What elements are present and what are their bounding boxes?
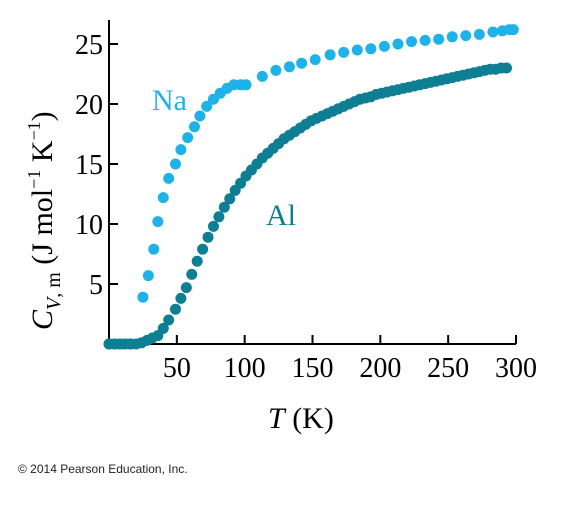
y-tick-label: 5	[89, 270, 103, 301]
data-point-na	[142, 270, 154, 282]
data-point-na	[296, 57, 308, 69]
x-tick-label: 250	[427, 353, 469, 384]
x-tick-label: 50	[163, 353, 191, 384]
data-point-na	[419, 34, 431, 46]
x-tick-label: 100	[224, 353, 266, 384]
data-point-al	[180, 282, 192, 294]
data-point-al	[169, 303, 181, 315]
data-point-na	[256, 70, 268, 82]
data-point-na	[201, 100, 213, 112]
data-point-al	[163, 314, 175, 326]
data-point-al	[175, 292, 187, 304]
data-point-na	[152, 216, 164, 228]
data-point-na	[365, 43, 377, 55]
data-point-na	[194, 110, 206, 122]
data-point-na	[392, 38, 404, 50]
series-al	[103, 62, 513, 350]
data-point-na	[338, 46, 350, 58]
data-point-al	[213, 211, 225, 223]
data-point-na	[351, 44, 363, 56]
x-tick-label: 200	[359, 353, 401, 384]
data-point-na	[270, 64, 282, 76]
data-point-na	[446, 31, 458, 43]
y-axis-title: CV, m (J mol−1 K−1)	[24, 111, 65, 330]
data-point-al	[224, 193, 236, 205]
data-point-na	[163, 172, 175, 184]
y-tick-label: 20	[75, 90, 103, 121]
data-point-na	[283, 61, 295, 73]
data-point-na	[309, 54, 321, 66]
series-label-al: Al	[266, 199, 296, 232]
data-point-na	[487, 26, 499, 38]
data-point-na	[324, 49, 336, 61]
data-point-na	[157, 192, 169, 204]
x-tick-label: 300	[495, 353, 537, 384]
data-point-na	[507, 24, 519, 36]
data-point-al	[197, 243, 209, 255]
data-point-na	[169, 158, 181, 170]
y-tick-label: 10	[75, 210, 103, 241]
data-point-al	[501, 62, 513, 74]
data-point-na	[473, 28, 485, 40]
data-point-na	[460, 30, 472, 42]
data-point-na	[182, 132, 194, 144]
series-label-na: Na	[152, 84, 187, 117]
data-point-al	[186, 268, 198, 280]
data-point-na	[137, 291, 149, 303]
data-point-al	[218, 201, 230, 213]
x-axis-title: T (K)	[268, 402, 334, 435]
y-tick-label: 15	[75, 150, 103, 181]
data-point-na	[188, 121, 200, 133]
data-point-al	[157, 322, 169, 334]
axis-ticks: 50 100 150 200 250 300 5 10 15 20 25	[75, 30, 537, 384]
copyright-notice: © 2014 Pearson Education, Inc.	[18, 462, 188, 476]
data-points	[103, 24, 519, 350]
data-point-na	[378, 40, 390, 52]
y-tick-label: 25	[75, 30, 103, 61]
data-point-na	[148, 243, 160, 255]
data-point-na	[175, 144, 187, 156]
data-point-na	[406, 36, 418, 48]
data-point-na	[433, 33, 445, 45]
x-tick-label: 150	[292, 353, 334, 384]
data-point-al	[191, 255, 203, 267]
data-point-al	[207, 220, 219, 232]
data-point-na	[240, 79, 252, 91]
data-point-al	[202, 231, 214, 243]
